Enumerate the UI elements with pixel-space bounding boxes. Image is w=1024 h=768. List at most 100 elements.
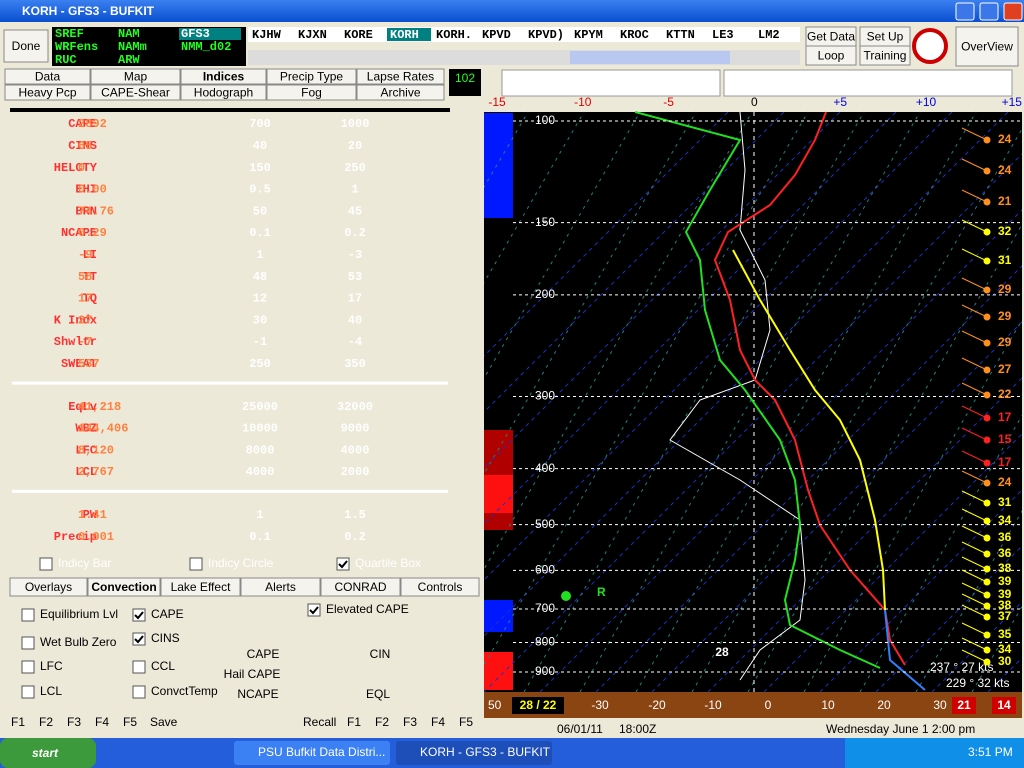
threshold-low: 700 — [249, 117, 271, 131]
task-item[interactable] — [396, 741, 552, 765]
separator — [12, 489, 448, 493]
done-button[interactable] — [3, 29, 49, 63]
tab[interactable] — [90, 84, 181, 101]
temp-axis-strip — [484, 692, 1022, 718]
wind-barb — [961, 158, 988, 172]
panel-tab-label: Controls — [418, 580, 463, 594]
wind-dot — [983, 631, 991, 639]
checkbox[interactable] — [21, 685, 35, 699]
threshold-high: 250 — [344, 161, 366, 175]
wind-dot — [983, 550, 991, 558]
tab[interactable] — [180, 68, 267, 85]
overview-button[interactable] — [955, 26, 1019, 67]
tab[interactable] — [356, 68, 445, 85]
tab[interactable] — [4, 84, 91, 101]
minimize[interactable] — [955, 2, 975, 21]
readout: 28 / 22 — [520, 698, 557, 712]
checkbox[interactable] — [21, 608, 35, 622]
scroll-thumb[interactable] — [570, 51, 730, 64]
sfc-temp: 21 — [957, 698, 971, 712]
wind-dot — [983, 136, 991, 144]
checkbox[interactable] — [307, 603, 321, 617]
wetbulb-trace — [669, 111, 806, 681]
close[interactable] — [1003, 2, 1023, 21]
check-mark — [134, 635, 144, 644]
threshold-high: 32000 — [337, 400, 373, 414]
checkbox[interactable] — [39, 557, 53, 571]
maximize[interactable] — [979, 2, 999, 21]
level-bar — [484, 430, 513, 475]
station-name: KTTN — [666, 28, 695, 42]
wind-speed: 30 — [998, 654, 1012, 668]
wind-speed: 36 — [998, 530, 1012, 544]
wind-dot — [983, 517, 991, 525]
index-value: 8,120 — [78, 443, 114, 457]
temp-scale-label: 0 — [751, 95, 758, 109]
threshold-low: 25000 — [242, 400, 278, 414]
checkbox[interactable] — [132, 632, 146, 646]
time-slider[interactable] — [501, 69, 721, 97]
tab[interactable] — [266, 68, 357, 85]
checkbox[interactable] — [132, 608, 146, 622]
tab[interactable] — [180, 84, 267, 101]
sfc-temp-box — [952, 697, 976, 714]
logo — [912, 28, 948, 64]
threshold-low: 4000 — [246, 465, 275, 479]
checkbox[interactable] — [132, 685, 146, 699]
wind-barb — [961, 569, 988, 583]
task-item[interactable] — [234, 741, 390, 765]
wind-dot — [983, 167, 991, 175]
tab[interactable] — [4, 68, 91, 85]
panel-tab[interactable] — [400, 577, 480, 597]
wind-speed: 22 — [998, 387, 1012, 401]
threshold-low: 30 — [253, 313, 267, 327]
temp-scale-label: +10 — [916, 95, 937, 109]
fkey: F3 — [403, 715, 417, 729]
wind-dot — [983, 658, 991, 666]
fkey: F5 — [123, 715, 137, 729]
index-value: 537 — [78, 357, 100, 371]
storm-label: R — [597, 585, 606, 599]
mixing-line — [579, 111, 921, 693]
checkbox[interactable] — [21, 636, 35, 650]
fkey: F4 — [431, 715, 445, 729]
station-box — [248, 27, 800, 42]
time-slider-2[interactable] — [723, 69, 1013, 97]
tab[interactable] — [90, 68, 181, 85]
threshold-high: 0.2 — [344, 226, 366, 240]
panel-tab[interactable] — [87, 577, 161, 597]
checkbox[interactable] — [21, 660, 35, 674]
checkbox[interactable] — [189, 557, 203, 571]
pressure-label: 700 — [535, 601, 555, 615]
threshold-high: 4000 — [341, 443, 370, 457]
start-button[interactable] — [0, 738, 96, 768]
training-button[interactable] — [859, 45, 911, 66]
tab[interactable] — [266, 84, 357, 101]
threshold-low: 0.5 — [249, 183, 271, 197]
clip-right — [1022, 112, 1024, 718]
panel-tab[interactable] — [160, 577, 241, 597]
checkbox[interactable] — [336, 557, 350, 571]
pressure-label: 600 — [535, 562, 555, 576]
index-value: -7 — [78, 335, 92, 349]
station-name: KJHW — [252, 28, 282, 42]
index-name: Shwltr — [54, 335, 97, 349]
loop-button[interactable] — [805, 45, 857, 66]
checkbox[interactable] — [132, 660, 146, 674]
pressure-label: 100 — [535, 113, 555, 127]
tab[interactable] — [356, 84, 445, 101]
tab-label: Archive — [380, 86, 420, 100]
wind-dot — [983, 313, 991, 321]
panel-tab[interactable] — [240, 577, 321, 597]
wind-dot — [983, 499, 991, 507]
panel-tab[interactable] — [320, 577, 401, 597]
panel-tab[interactable] — [9, 577, 88, 597]
index-value: 74.76 — [78, 204, 114, 218]
tab-label: CAPE-Shear — [101, 86, 170, 100]
wind-dot — [983, 228, 991, 236]
tray — [845, 738, 1024, 768]
clip-left — [0, 112, 484, 718]
model-name: NMM_d02 — [181, 40, 231, 54]
station-name: KJXN — [298, 28, 327, 42]
